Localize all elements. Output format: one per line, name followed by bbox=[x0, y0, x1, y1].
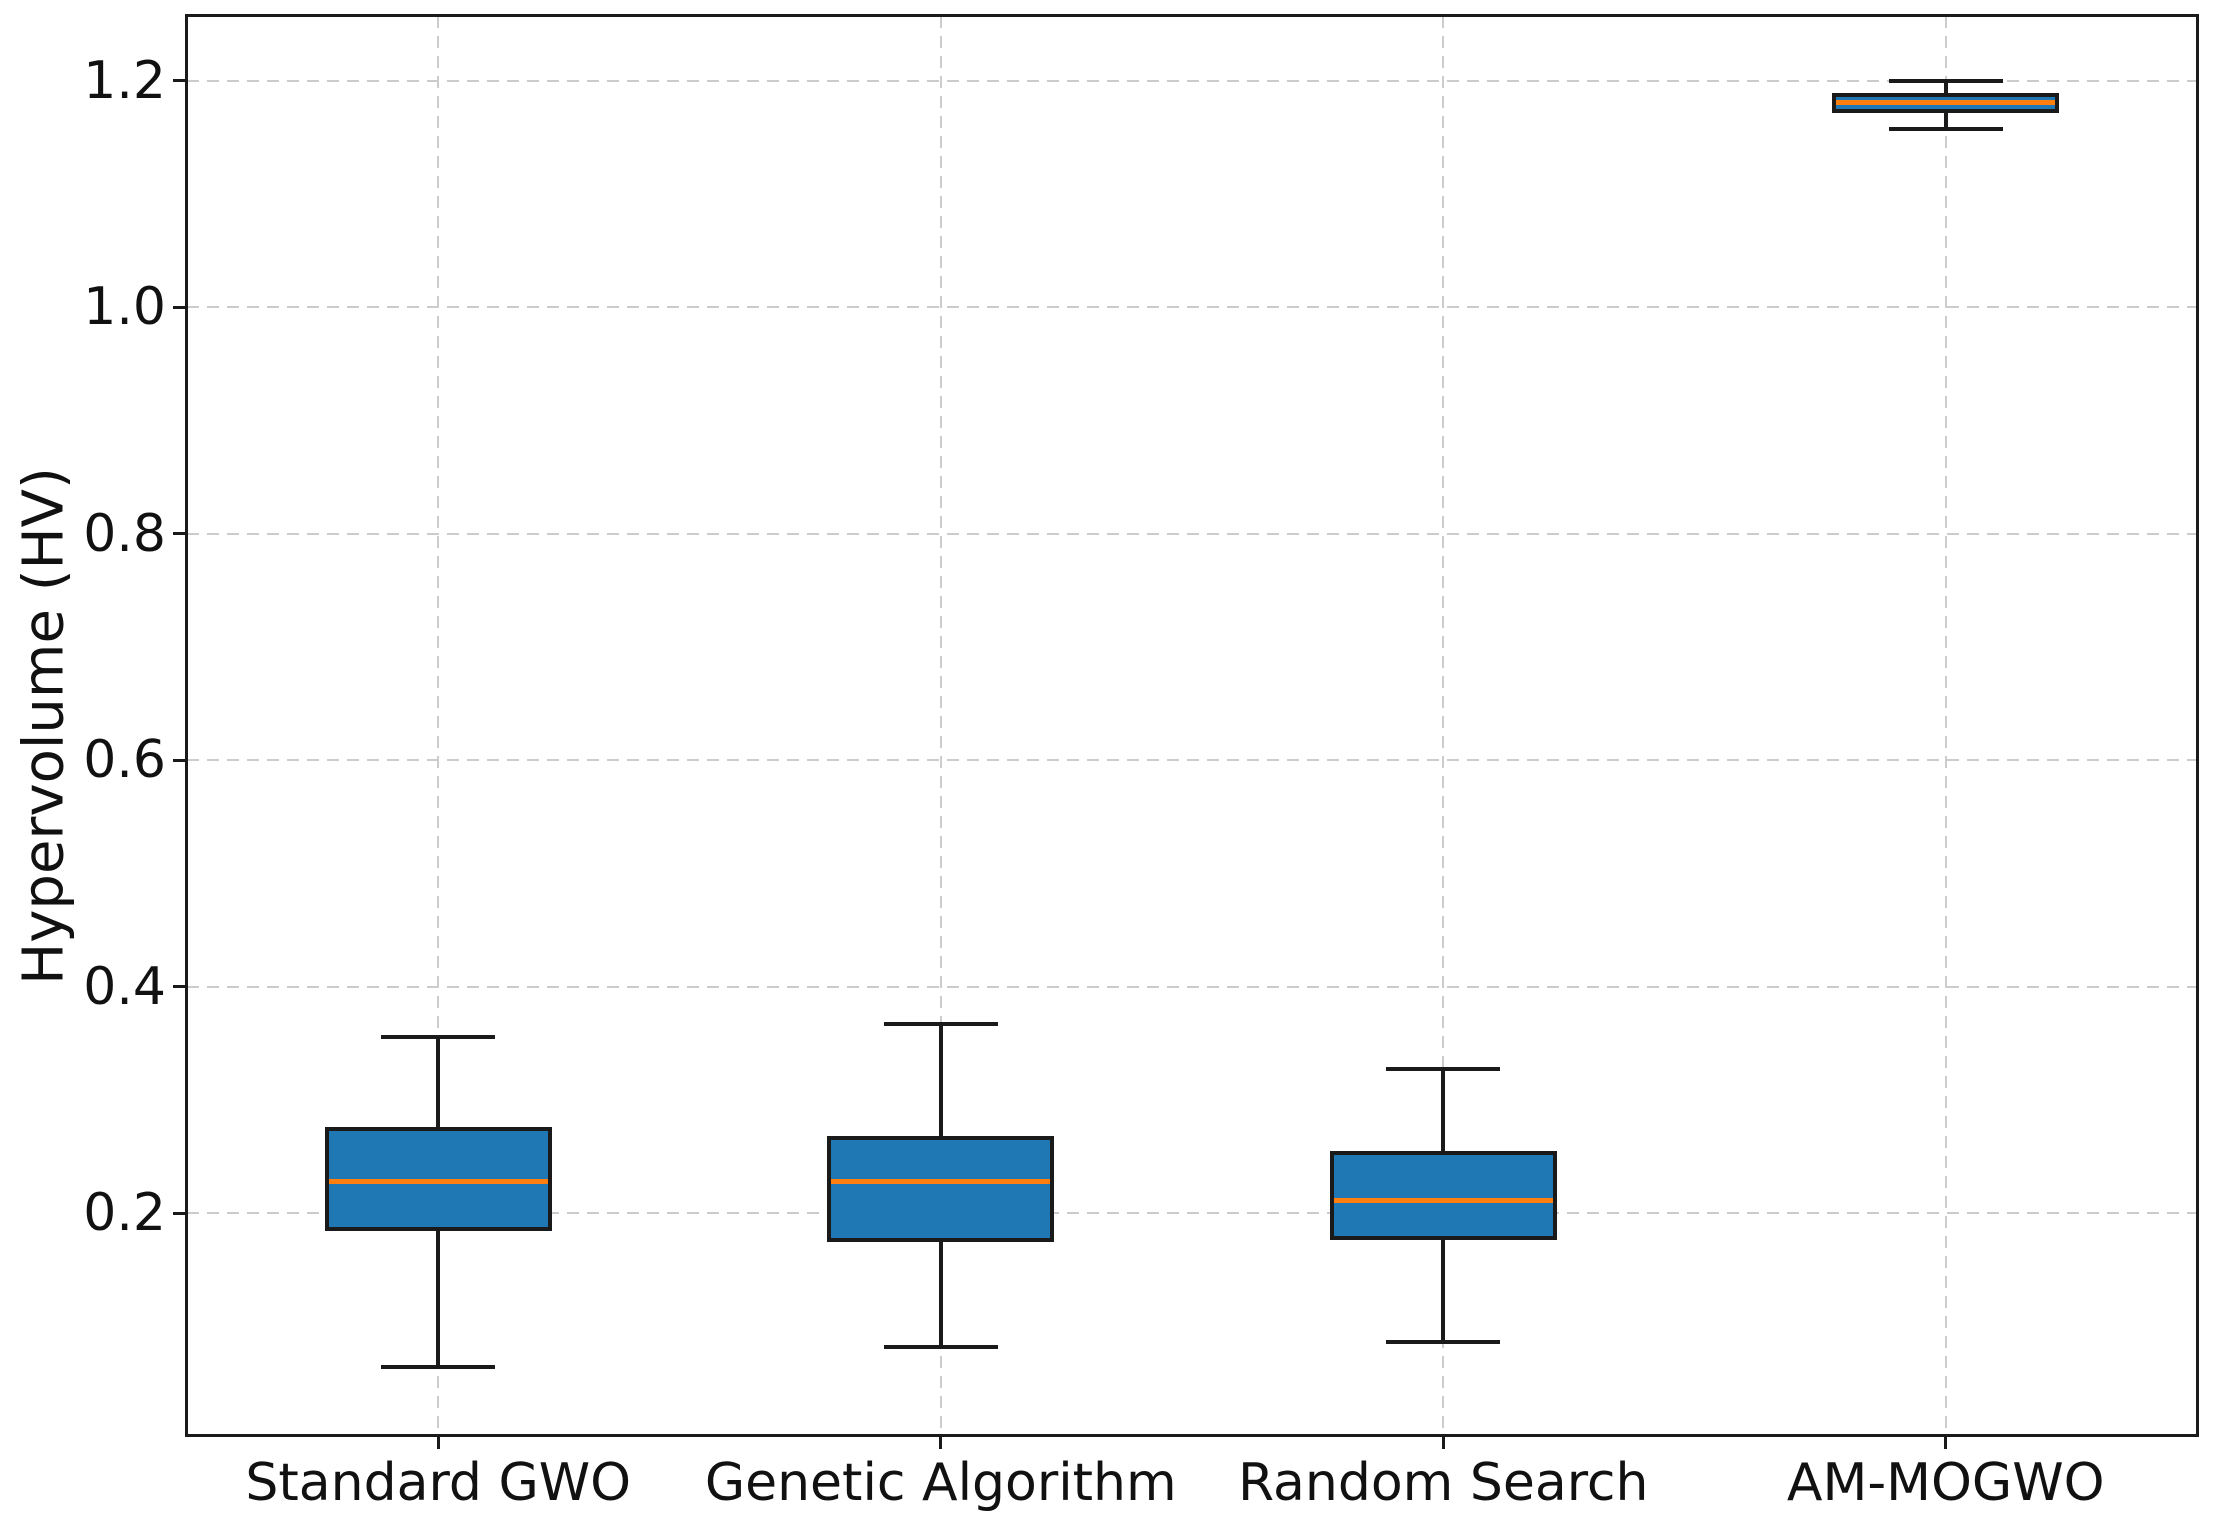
box-group-standard-gwo bbox=[187, 16, 2197, 1435]
ytick-label-0.2: 0.2 bbox=[83, 1183, 166, 1244]
ytick-label-1.2: 1.2 bbox=[83, 50, 166, 111]
gridline-x-am-mogwo bbox=[1944, 16, 1947, 1435]
ytick-mark-0.8 bbox=[173, 532, 185, 536]
plot-area bbox=[187, 16, 2197, 1435]
whisker-cap-top-standard-gwo bbox=[381, 1035, 496, 1040]
gridline-y-0.8 bbox=[187, 532, 2197, 535]
gridline-y-0.2 bbox=[187, 1212, 2197, 1215]
ytick-mark-0.6 bbox=[173, 758, 185, 762]
ytick-mark-0.4 bbox=[173, 985, 185, 989]
ytick-label-0.6: 0.6 bbox=[83, 730, 166, 791]
xtick-mark-random-search bbox=[1441, 1437, 1445, 1449]
median-random-search bbox=[1333, 1198, 1553, 1204]
gridline-x-genetic-algorithm bbox=[939, 16, 942, 1435]
box-genetic-algorithm bbox=[827, 1136, 1055, 1243]
xtick-mark-am-mogwo bbox=[1944, 1437, 1948, 1449]
xtick-label-am-mogwo: AM-MOGWO bbox=[1786, 1453, 2105, 1513]
box-group-genetic-algorithm bbox=[187, 16, 2197, 1435]
gridline-y-0.6 bbox=[187, 759, 2197, 762]
whisker-cap-bottom-genetic-algorithm bbox=[883, 1344, 998, 1349]
ytick-label-0.8: 0.8 bbox=[83, 503, 166, 564]
boxes-layer bbox=[187, 16, 2197, 1435]
xtick-label-standard-gwo: Standard GWO bbox=[245, 1453, 632, 1513]
whisker-cap-bottom-random-search bbox=[1386, 1340, 1501, 1345]
gridline-x-standard-gwo bbox=[437, 16, 440, 1435]
whisker-cap-bottom-am-mogwo bbox=[1888, 127, 2003, 132]
whisker-cap-top-am-mogwo bbox=[1888, 78, 2003, 83]
ytick-mark-1.0 bbox=[173, 305, 185, 309]
whisker-cap-bottom-standard-gwo bbox=[381, 1365, 496, 1370]
xtick-mark-standard-gwo bbox=[436, 1437, 440, 1449]
ytick-mark-0.2 bbox=[173, 1211, 185, 1215]
ytick-label-1.0: 1.0 bbox=[83, 277, 166, 338]
ytick-mark-1.2 bbox=[173, 79, 185, 83]
median-am-mogwo bbox=[1836, 99, 2056, 105]
whisker-cap-top-random-search bbox=[1386, 1067, 1501, 1072]
gridline-x-random-search bbox=[1442, 16, 1445, 1435]
gridline-y-1.0 bbox=[187, 306, 2197, 309]
box-group-random-search bbox=[187, 16, 2197, 1435]
box-random-search bbox=[1329, 1150, 1557, 1241]
grid-layer bbox=[187, 16, 2197, 1435]
xtick-label-random-search: Random Search bbox=[1238, 1453, 1649, 1513]
xtick-label-genetic-algorithm: Genetic Algorithm bbox=[704, 1453, 1177, 1513]
median-genetic-algorithm bbox=[831, 1178, 1051, 1184]
ytick-label-0.4: 0.4 bbox=[83, 956, 166, 1017]
median-standard-gwo bbox=[328, 1178, 548, 1184]
box-group-am-mogwo bbox=[187, 16, 2197, 1435]
gridline-y-0.4 bbox=[187, 985, 2197, 988]
xtick-mark-genetic-algorithm bbox=[939, 1437, 943, 1449]
gridline-y-1.2 bbox=[187, 79, 2197, 82]
whisker-cap-top-genetic-algorithm bbox=[883, 1021, 998, 1026]
